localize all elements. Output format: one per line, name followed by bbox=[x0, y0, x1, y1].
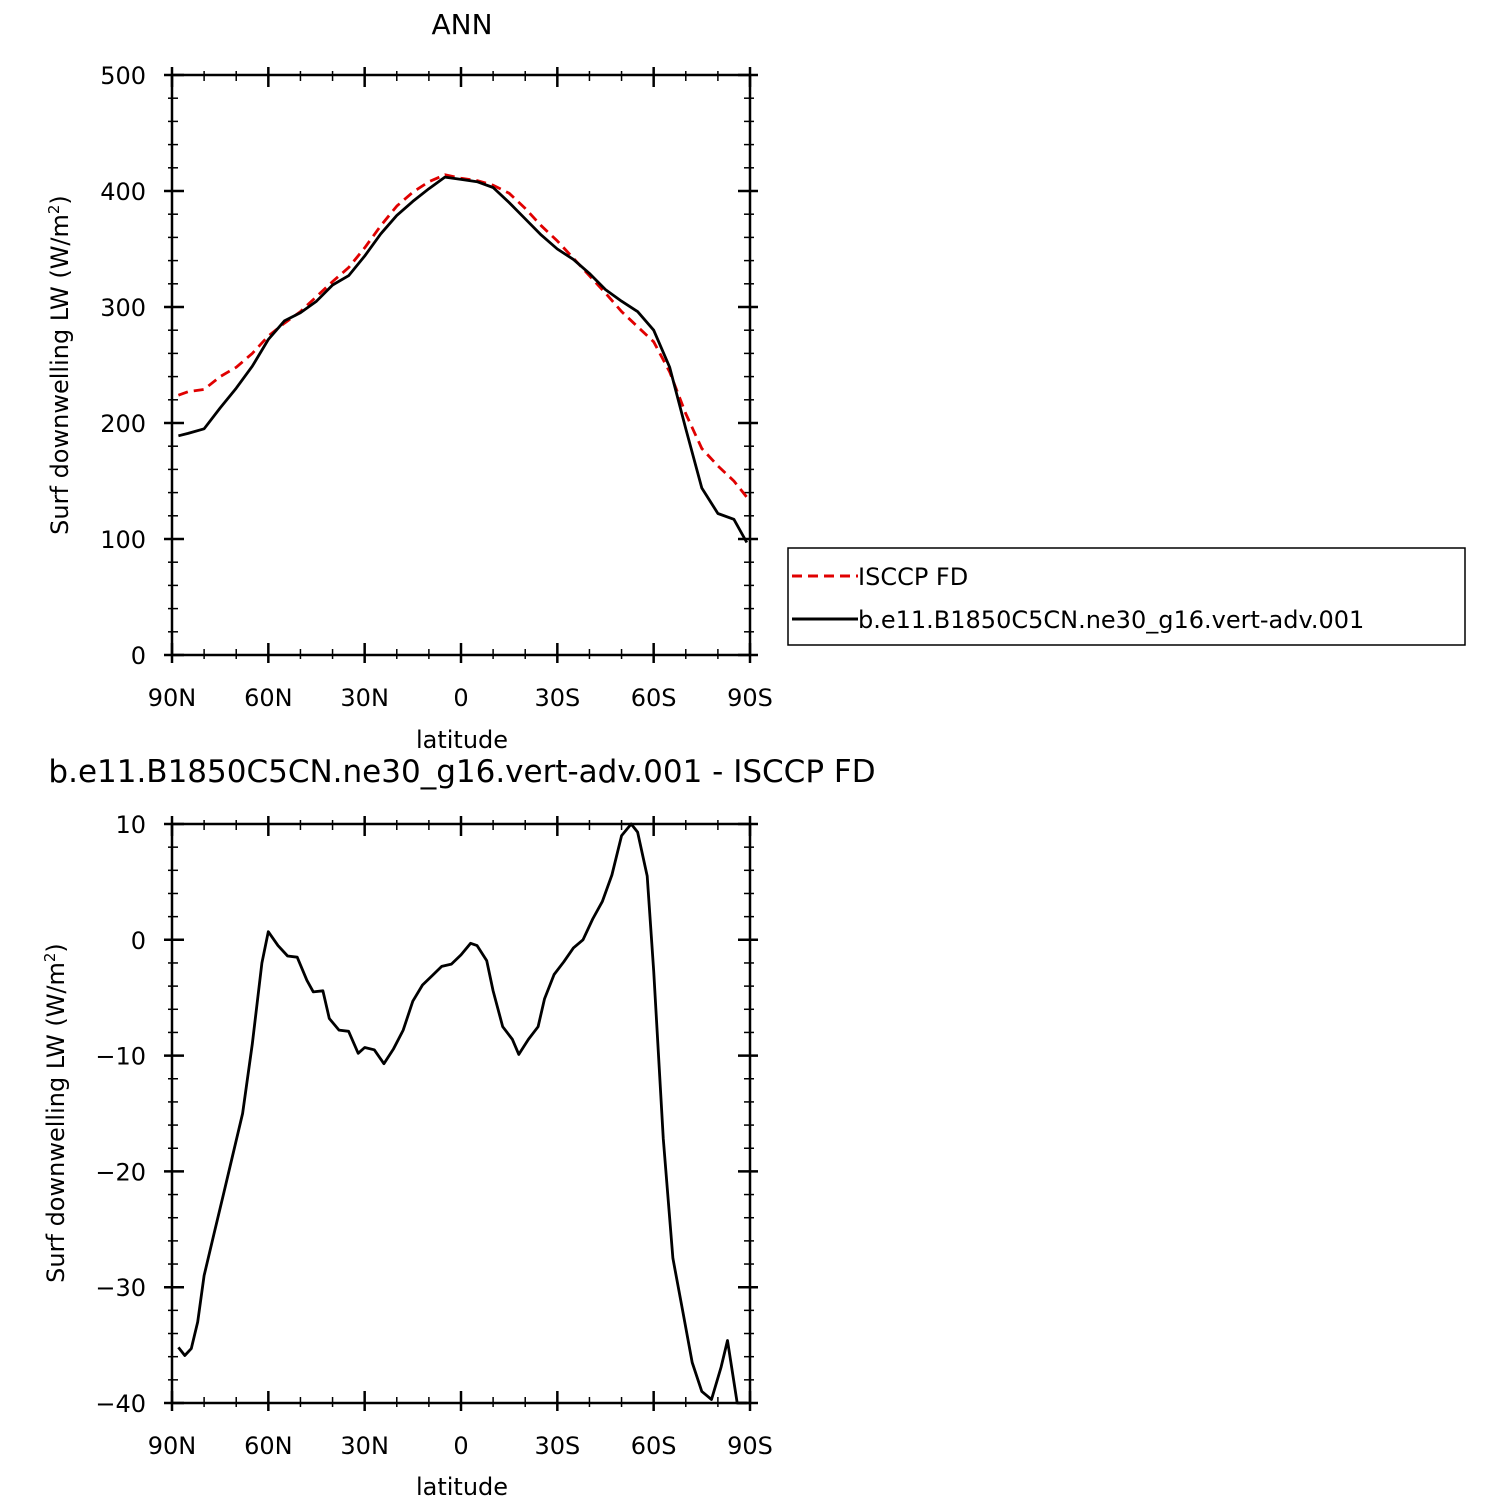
bottom-series-group bbox=[177, 822, 747, 1405]
legend-label-isccp: ISCCP FD bbox=[858, 563, 968, 591]
bottom-axes: 90N 60N 30N 0 30S 60S 90S 10 0 −10 −20 −30 −40 bbox=[95, 811, 773, 1460]
isccp-fd-line bbox=[177, 173, 748, 499]
top-x-axis-label: latitude bbox=[416, 726, 508, 754]
legend-label-model: b.e11.B1850C5CN.ne30_g16.vert-adv.001 bbox=[858, 606, 1364, 634]
bottom-x-tick-label: 0 bbox=[453, 1432, 468, 1460]
bottom-y-axis-label-main: Surf downwelling LW (W/m bbox=[42, 962, 70, 1283]
top-y-axis-label-sup: 2 bbox=[45, 205, 63, 215]
top-y-axis-label-main: Surf downwelling LW (W/m bbox=[46, 214, 74, 535]
bottom-x-tick-label: 90S bbox=[727, 1432, 773, 1460]
bottom-chart-title: b.e11.B1850C5CN.ne30_g16.vert-adv.001 - … bbox=[48, 754, 875, 790]
top-x-tick-label: 30S bbox=[534, 684, 580, 712]
top-x-tick-label: 90N bbox=[148, 684, 197, 712]
bottom-x-tick-label: 30S bbox=[534, 1432, 580, 1460]
bottom-y-tick-label: 0 bbox=[131, 927, 146, 955]
top-y-axis-label: Surf downwelling LW (W/m2) bbox=[45, 195, 74, 535]
top-y-axis-label-close: ) bbox=[46, 195, 74, 204]
top-series-group bbox=[177, 173, 749, 544]
bottom-x-tick-label: 60N bbox=[244, 1432, 293, 1460]
bottom-y-tick-label: −10 bbox=[95, 1043, 146, 1071]
model-line bbox=[178, 175, 749, 544]
top-x-tick-label: 90S bbox=[727, 684, 773, 712]
bottom-y-tick-label: 10 bbox=[115, 811, 146, 839]
bottom-y-axis-label-sup: 2 bbox=[41, 953, 59, 963]
top-axes: 90N 60N 30N 0 30S 60S 90S 0 100 200 300 400 500 bbox=[100, 62, 773, 712]
top-plot-frame bbox=[170, 73, 752, 657]
bottom-plot-frame bbox=[170, 822, 752, 1405]
top-y-tick-label: 200 bbox=[100, 410, 146, 438]
top-y-tick-label: 100 bbox=[100, 526, 146, 554]
legend-box bbox=[787, 547, 1466, 646]
top-panel: ANN 90N 60N 30N 0 30S 60S 90S0100200300400500 … bbox=[45, 8, 773, 754]
top-x-tick-label: 60N bbox=[244, 684, 293, 712]
bottom-x-axis-label: latitude bbox=[416, 1473, 508, 1501]
difference-line bbox=[177, 822, 747, 1405]
bottom-panel: b.e11.B1850C5CN.ne30_g16.vert-adv.001 - … bbox=[41, 754, 876, 1501]
bottom-y-axis-label: Surf downwelling LW (W/m2) bbox=[41, 943, 70, 1283]
bottom-y-tick-label: −30 bbox=[95, 1274, 146, 1302]
top-x-tick-label: 30N bbox=[340, 684, 389, 712]
bottom-x-tick-label: 60S bbox=[631, 1432, 677, 1460]
bottom-x-tick-label: 30N bbox=[340, 1432, 389, 1460]
bottom-y-tick-label: −40 bbox=[95, 1390, 146, 1418]
top-chart-title: ANN bbox=[431, 8, 492, 41]
bottom-x-tick-label: 90N bbox=[148, 1432, 197, 1460]
top-y-tick-label: 0 bbox=[131, 642, 146, 670]
top-x-tick-label: 60S bbox=[631, 684, 677, 712]
legend: ISCCP FD b.e11.B1850C5CN.ne30_g16.vert-a… bbox=[787, 547, 1466, 646]
top-y-tick-label: 400 bbox=[100, 178, 146, 206]
bottom-y-axis-label-close: ) bbox=[42, 943, 70, 952]
top-x-tick-label: 0 bbox=[453, 684, 468, 712]
top-y-tick-label: 300 bbox=[100, 294, 146, 322]
top-y-tick-label: 500 bbox=[100, 62, 146, 90]
bottom-y-tick-label: −20 bbox=[95, 1158, 146, 1186]
